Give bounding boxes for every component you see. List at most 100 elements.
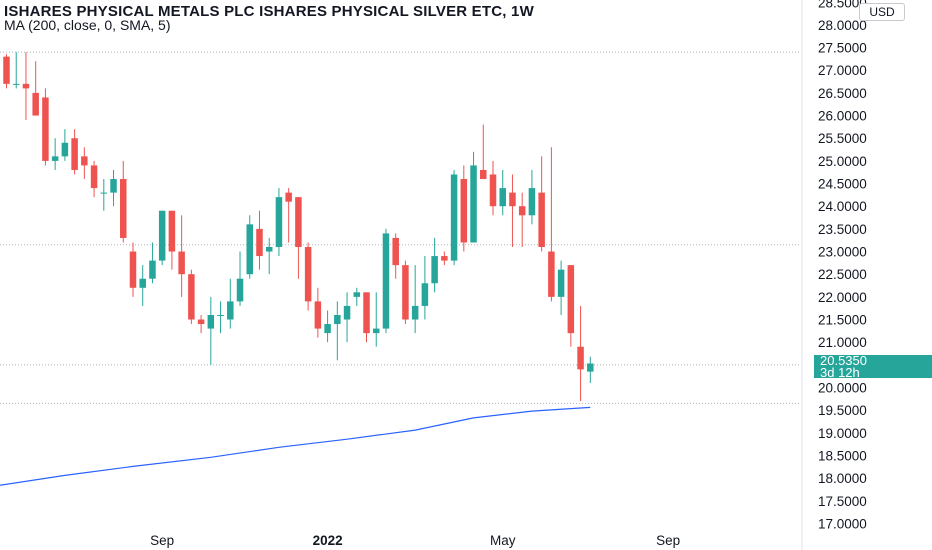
candle-body <box>81 156 88 166</box>
candle <box>42 88 49 166</box>
candle-body <box>129 251 137 288</box>
candle-body <box>236 278 244 302</box>
time-tick-label: 2022 <box>313 533 343 548</box>
price-tick-label: 28.0000 <box>818 18 867 33</box>
candle-body <box>334 314 341 325</box>
price-axis[interactable]: 17.0000 17.5000 18.0000 18.5000 19.0000 19.50… <box>818 0 867 531</box>
candle-body <box>402 265 409 320</box>
candle <box>32 61 39 116</box>
candle <box>71 129 78 175</box>
candle-body <box>353 292 361 297</box>
candle <box>178 215 185 297</box>
price-tick-label: 24.0000 <box>818 199 867 214</box>
price-tick-label: 21.5000 <box>818 313 867 328</box>
candle-body <box>61 142 69 157</box>
candle <box>567 265 575 347</box>
candle <box>548 147 555 302</box>
time-axis[interactable]: Sep 2022 May Sep <box>150 533 680 548</box>
candle-body <box>538 192 545 248</box>
candle <box>3 54 10 89</box>
candle-body <box>217 314 224 316</box>
price-tick-label: 19.5000 <box>818 403 867 418</box>
candle <box>460 165 468 252</box>
candle-body <box>139 278 146 288</box>
candle-body <box>372 328 380 334</box>
candle-body <box>197 319 205 325</box>
candle <box>538 156 545 252</box>
candle <box>499 169 506 216</box>
candle-body <box>3 56 10 84</box>
candle <box>236 251 244 306</box>
candle-body <box>577 346 584 370</box>
candle <box>188 269 195 325</box>
candle-body <box>421 283 429 306</box>
price-tick-label: 24.5000 <box>818 177 867 192</box>
candle <box>110 169 117 207</box>
indicator-legend[interactable]: MA (200, close, 0, SMA, 5) <box>4 17 171 33</box>
candle <box>207 296 215 365</box>
candle-body <box>382 233 390 329</box>
price-tick-label: 26.0000 <box>818 109 867 124</box>
candle <box>402 260 409 325</box>
candle <box>197 314 205 334</box>
bar-countdown: 3d 12h <box>820 364 860 380</box>
candle-body <box>227 301 234 320</box>
price-tick-label: 23.5000 <box>818 222 867 237</box>
candle <box>256 210 263 270</box>
candle <box>421 256 429 320</box>
candle-body <box>411 305 419 320</box>
currency-button[interactable]: USD <box>859 3 905 21</box>
candle <box>353 287 361 306</box>
candle <box>343 292 351 343</box>
candle <box>51 138 59 170</box>
candle <box>431 237 438 293</box>
candle <box>168 210 176 270</box>
candle <box>81 147 88 180</box>
candle-body <box>557 269 565 297</box>
price-tick-label: 22.5000 <box>818 267 867 282</box>
candle-body <box>343 305 351 320</box>
candle <box>139 265 146 306</box>
candle <box>22 52 30 121</box>
candle <box>518 192 526 248</box>
candle-body <box>149 260 156 279</box>
candle-body <box>207 314 215 329</box>
candle <box>372 292 380 347</box>
candle <box>480 124 487 180</box>
candle-body <box>42 97 49 161</box>
price-tick-label: 21.0000 <box>818 335 867 350</box>
moving-average-layer <box>0 406 591 486</box>
price-gridlines <box>0 51 800 404</box>
candle <box>217 301 224 334</box>
candle-body <box>528 188 536 216</box>
price-tick-label: 27.0000 <box>818 63 867 78</box>
candle-body <box>480 169 487 180</box>
candle-body <box>304 247 312 302</box>
candle <box>158 210 166 266</box>
time-tick-label: Sep <box>150 533 174 548</box>
candle <box>577 305 584 402</box>
candle <box>587 356 594 383</box>
price-tick-label: 25.5000 <box>818 131 867 146</box>
candle-body <box>178 251 185 275</box>
candle <box>441 251 448 266</box>
candle-body <box>509 192 516 207</box>
candle-body <box>441 256 448 261</box>
candle <box>100 179 108 211</box>
candle-body <box>90 165 98 189</box>
candle-body <box>431 256 438 284</box>
candle-body <box>548 251 555 297</box>
candle-body <box>450 174 458 261</box>
chart-title: ISHARES PHYSICAL METALS PLC ISHARES PHYS… <box>4 3 534 20</box>
candle-body <box>324 324 331 334</box>
candle <box>363 292 370 343</box>
candle <box>314 287 322 338</box>
candle <box>509 174 516 248</box>
candle <box>265 237 273 275</box>
candle-body <box>110 179 117 193</box>
candle <box>334 301 341 361</box>
candle <box>324 310 331 343</box>
candle-body <box>275 197 283 248</box>
candle-body <box>460 179 468 243</box>
